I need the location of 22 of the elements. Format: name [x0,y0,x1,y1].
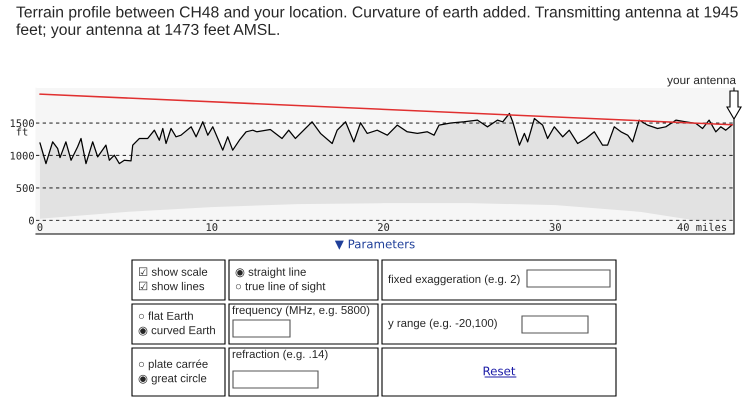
y-tick-label: 500 [16,184,34,192]
y-tick-label: 1500 [10,119,34,128]
x-tick-label: 10 [206,223,218,232]
text: ○ flat Earth ◉ curved Earth [138,312,215,336]
x-tick-label: 30 [550,223,561,232]
text: refraction (e.g. .14) [232,350,328,360]
text: ▼ Parameters [334,240,415,250]
x-tick-label: 20 [378,223,390,232]
chart-title: Terrain profile between CH48 and your location. Curvature of earth added. Transmitting antenna at 1945 feet; your antenna at 1473 feet AMSL. [16,6,738,38]
x-tick-label: 0 [37,223,42,232]
y-tick-label: 1000 [10,152,34,160]
y-tick-label: 0 [29,216,34,225]
text: Reset [484,366,516,376]
y-axis-title: ft [16,128,28,136]
text: your antenna [667,76,736,86]
text: ☑ show scale ☑ show lines [139,267,208,290]
x-tick-label: 40 miles [677,222,726,232]
text: y range (e.g. -20,100) [388,318,497,330]
text: fixed exaggeration (e.g. 2) [388,274,520,286]
text: frequency (MHz, e.g. 5800) [232,306,370,316]
text: ○ plate carrée ◉ great circle [138,359,208,385]
text: ◉ straight line ○ true line of sight [236,268,326,292]
